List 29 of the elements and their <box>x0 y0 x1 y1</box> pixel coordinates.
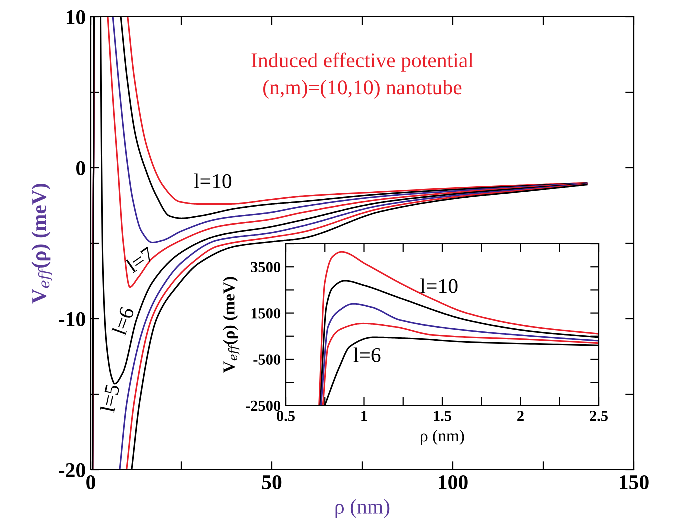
annotation: (n,m)=(10,10) nanotube <box>264 80 462 99</box>
x-tick-label: 0.5 <box>277 411 295 422</box>
y-tick-label: 0 <box>76 161 86 176</box>
x-tick-label: 100 <box>439 475 468 490</box>
annotation: l=10 <box>194 174 232 188</box>
annotation: l=10 <box>420 278 458 294</box>
annotation: l=6 <box>112 306 135 336</box>
annotation: l=5 <box>100 384 120 414</box>
y-tick-label: -500 <box>254 354 281 365</box>
x-axis-title: ρ (nm) <box>336 499 390 518</box>
y-tick-label: -2500 <box>246 400 281 412</box>
annotation: l=6 <box>354 348 381 362</box>
x-tick-label: 2.5 <box>590 411 608 422</box>
y-axis-title: V$_{eff}$(ρ) (meV) <box>32 184 53 304</box>
x-tick-label: 1 <box>362 411 368 422</box>
y-tick-label: -20 <box>59 463 86 478</box>
x-tick-label: 2 <box>518 411 524 422</box>
annotation: l=7 <box>124 246 156 274</box>
y-tick-label: 3500 <box>251 262 281 273</box>
x-tick-label: 150 <box>620 475 649 490</box>
y-tick-label: 1500 <box>252 308 281 319</box>
x-tick-label: 50 <box>262 475 282 490</box>
y-axis-title: V$_{eff}$(ρ) (meV) <box>223 277 240 374</box>
x-tick-label: 0 <box>86 475 96 490</box>
x-axis-title: ρ (nm) <box>421 430 464 446</box>
y-tick-label: -10 <box>59 312 86 326</box>
x-tick-label: 1.5 <box>434 411 452 422</box>
annotation: Induced effective potential <box>252 52 474 72</box>
y-tick-label: 10 <box>66 10 86 24</box>
